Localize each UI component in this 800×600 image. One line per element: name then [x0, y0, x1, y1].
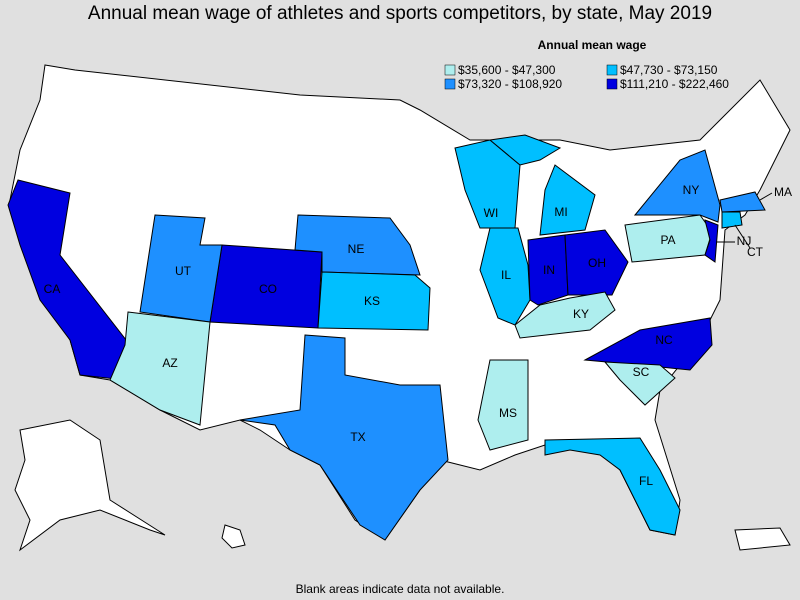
- state-label: SC: [633, 365, 650, 379]
- state-label: IL: [501, 268, 511, 282]
- legend-label: $35,600 - $47,300: [458, 63, 556, 77]
- state-label: OH: [588, 256, 606, 270]
- state-shape: [488, 134, 562, 166]
- state-label: FL: [639, 474, 653, 488]
- footnote: Blank areas indicate data not available.: [296, 582, 505, 596]
- state-label: KY: [573, 307, 589, 321]
- state-label: MI: [554, 205, 567, 219]
- state-label: NJ: [737, 234, 752, 248]
- state-shape: [564, 229, 629, 296]
- state-label: TX: [350, 430, 365, 444]
- legend-swatch: [606, 64, 618, 76]
- state-shape: [139, 214, 223, 323]
- legend-swatch: [444, 78, 456, 90]
- state-label: NC: [655, 333, 673, 347]
- state-label: AZ: [162, 356, 177, 370]
- state-shape: [633, 149, 721, 223]
- hawaii: [221, 524, 246, 549]
- state-shape: [704, 219, 719, 263]
- map-title: Annual mean wage of athletes and sports …: [88, 3, 712, 24]
- legend-title: Annual mean wage: [538, 38, 647, 52]
- state-label: KS: [364, 294, 380, 308]
- legend-label: $111,210 - $222,460: [620, 77, 729, 91]
- legend-swatch: [606, 78, 618, 90]
- state-label: NE: [348, 242, 365, 256]
- state-shape: [514, 291, 616, 339]
- alaska: [14, 419, 166, 552]
- states: [7, 134, 766, 541]
- state-label: MA: [774, 185, 792, 199]
- legend-label: $47,730 - $73,150: [620, 63, 718, 77]
- state-shape: [109, 311, 211, 426]
- legend-label: $73,320 - $108,920: [458, 77, 562, 91]
- state-shape: [239, 334, 449, 541]
- legend-swatch: [444, 64, 456, 76]
- state-label: WI: [484, 206, 499, 220]
- state-shape: [317, 271, 431, 331]
- state-shape: [603, 361, 676, 406]
- state-shape: [544, 437, 681, 536]
- state-shape: [479, 227, 531, 326]
- state-shape: [527, 234, 569, 306]
- state-label: UT: [175, 264, 192, 278]
- state-label: PA: [660, 233, 675, 247]
- leader-line: [759, 192, 773, 201]
- state-shape: [721, 211, 743, 229]
- leader-line: [734, 224, 751, 249]
- legend: $35,600 - $47,300 $47,730 - $73,150 $73,32…: [444, 63, 729, 91]
- state-shape: [719, 191, 766, 213]
- state-shape: [477, 359, 529, 451]
- puerto-rico: [734, 527, 791, 551]
- state-label: NY: [683, 183, 700, 197]
- state-shape: [7, 179, 131, 381]
- state-label: MS: [499, 406, 517, 420]
- state-label: CO: [259, 282, 277, 296]
- state-label: IN: [543, 263, 555, 277]
- state-shape: [539, 164, 596, 236]
- state-label: CT: [747, 245, 764, 259]
- state-label: CA: [44, 282, 61, 296]
